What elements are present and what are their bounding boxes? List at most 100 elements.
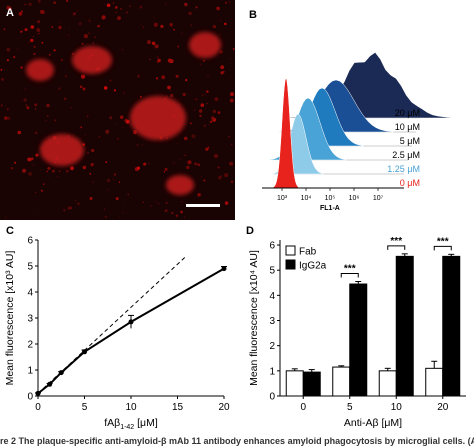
speck [6,59,9,62]
speck [28,2,32,6]
speck [231,144,233,146]
d-significance-bracket [340,273,359,278]
speck [40,189,43,192]
speck [42,183,45,185]
speck [17,48,19,51]
speck [191,134,196,139]
speck [81,202,82,204]
speck [207,146,210,149]
speck [164,167,168,171]
speck [103,3,105,5]
speck [80,126,83,129]
speck [113,128,114,130]
speck [184,154,186,157]
speck [65,169,69,173]
speck [57,176,59,178]
speck [206,102,208,105]
c-point [82,349,87,355]
speck [30,157,34,161]
speck [105,161,108,164]
speck [163,171,166,173]
speck [89,173,92,175]
speck [107,189,109,191]
speck [114,100,115,102]
speck [7,6,12,11]
speck [188,11,192,16]
c-x-tick-label: 0 [35,402,41,413]
speck [70,106,72,109]
speck [113,173,117,176]
speck [68,34,70,36]
c-x-label-unit: [μM] [134,417,158,429]
speck [231,180,233,183]
speck [200,63,202,65]
speck [115,6,118,9]
speck [187,160,192,165]
speck [153,22,158,27]
c-point [35,390,41,396]
speck [82,143,85,146]
speck [195,98,198,101]
speck [190,24,193,27]
speck [224,173,229,178]
speck [157,58,161,63]
speck [218,176,222,180]
c-linear-fit [37,255,188,394]
speck [33,36,34,38]
speck [28,172,32,176]
speck [153,2,154,3]
speck [6,47,11,52]
speck [155,200,157,202]
speck [224,1,228,4]
d-plot: 0 1 2 3 4 5 6 0 5 10 20 *** *** *** Fab IgG2a Mean fluor… [248,236,466,429]
speck [3,28,6,31]
speck [98,135,101,138]
d-legend-label-fab: Fab [299,247,317,258]
speck [79,85,83,89]
c-y-tick-label: 4 [27,288,33,299]
speck [177,45,180,48]
speck [78,22,82,26]
speck [58,170,61,173]
speck [217,111,221,114]
speck [91,148,95,153]
speck [120,115,124,119]
d-y-tick-label: 1 [269,366,275,377]
speck [210,116,215,120]
speck [156,61,159,63]
speck [45,120,47,122]
speck [0,68,3,71]
speck [37,0,41,3]
d-bar-igg2a [302,371,321,397]
speck [167,85,171,90]
c-y-tick-label: 2 [27,340,33,351]
speck [190,122,192,125]
speck [154,44,159,49]
b-tick-label: 10⁷ [373,195,384,202]
c-y-tick-label: 1 [27,366,33,377]
speck [219,19,222,22]
speck [103,86,108,90]
speck [232,48,235,50]
speck [37,32,40,35]
speck [72,134,74,136]
speck [130,124,132,126]
speck [74,200,77,202]
speck [92,181,94,183]
speck [193,109,195,111]
speck [103,208,106,210]
speck [26,106,30,110]
c-y-tick-label: 3 [27,314,33,325]
speck [94,36,97,39]
speck [212,109,217,114]
speck [48,135,49,137]
c-series-line [37,267,225,395]
speck [165,201,168,205]
speck [112,2,114,4]
speck [212,25,216,29]
speck [181,32,183,34]
speck [142,201,144,203]
speck [24,28,28,32]
speck [32,164,35,166]
speck [136,143,139,147]
